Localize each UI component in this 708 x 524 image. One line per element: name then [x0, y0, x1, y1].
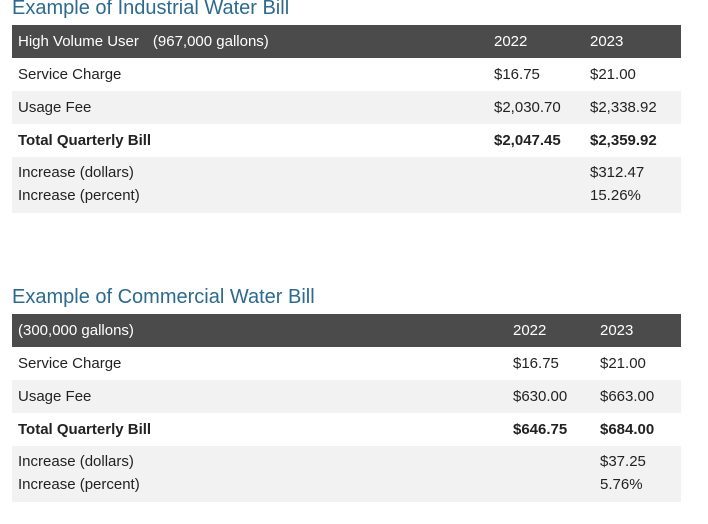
table-row: Service Charge $16.75 $21.00: [12, 58, 681, 91]
header-gallons: (967,000 gallons): [152, 33, 269, 50]
header-label: High Volume User (967,000 gallons): [18, 25, 269, 58]
value-2023: $663.00: [600, 388, 655, 405]
header-year-2023: 2023: [590, 33, 624, 50]
table-header-row: High Volume User (967,000 gallons) 2022 2…: [12, 25, 681, 58]
value-2022: $630.00: [513, 388, 568, 405]
header-gallons: (300,000 gallons): [18, 322, 134, 339]
increase-row: Increase (dollars) Increase (percent) $3…: [12, 157, 681, 213]
increase-values: $312.47 15.26%: [590, 162, 644, 207]
value-2023: $2,338.92: [590, 99, 657, 116]
header-year-2022: 2022: [513, 322, 547, 339]
increase-dollars-label: Increase (dollars): [18, 453, 134, 470]
increase-percent-value: 15.26%: [590, 186, 641, 204]
header-year-2022: 2022: [494, 33, 528, 50]
row-label: Total Quarterly Bill: [18, 421, 152, 438]
row-label: Usage Fee: [18, 388, 92, 405]
total-row: Total Quarterly Bill $2,047.45 $2,359.92: [12, 124, 681, 157]
increase-labels: Increase (dollars) Increase (percent): [18, 451, 140, 496]
value-2022: $2,047.45: [494, 132, 561, 149]
watermark-graphic: [646, 506, 704, 522]
value-2022: $646.75: [513, 421, 568, 438]
table-row: Usage Fee $2,030.70 $2,338.92: [12, 91, 681, 124]
increase-row: Increase (dollars) Increase (percent) $3…: [12, 446, 681, 502]
commercial-bill-table: (300,000 gallons) 2022 2023 Service Char…: [12, 314, 681, 502]
increase-percent-value: 5.76%: [600, 475, 643, 493]
increase-percent-label: Increase (percent): [18, 186, 140, 204]
value-2023: $21.00: [590, 66, 636, 83]
increase-values: $37.25 5.76%: [600, 451, 646, 496]
value-2023: $21.00: [600, 355, 646, 372]
row-label: Usage Fee: [18, 99, 92, 116]
value-2022: $2,030.70: [494, 99, 561, 116]
increase-labels: Increase (dollars) Increase (percent): [18, 162, 140, 207]
increase-percent-label: Increase (percent): [18, 475, 140, 493]
industrial-bill-table: High Volume User (967,000 gallons) 2022 2…: [12, 25, 681, 213]
table-row: Usage Fee $630.00 $663.00: [12, 380, 681, 413]
value-2022: $16.75: [513, 355, 559, 372]
header-user-type: High Volume User: [18, 33, 139, 50]
commercial-title: Example of Commercial Water Bill: [12, 286, 315, 308]
row-label: Service Charge: [18, 66, 122, 83]
total-row: Total Quarterly Bill $646.75 $684.00: [12, 413, 681, 446]
row-label: Total Quarterly Bill: [18, 132, 152, 149]
increase-dollars-value: $37.25: [600, 453, 646, 470]
value-2023: $2,359.92: [590, 132, 657, 149]
increase-dollars-value: $312.47: [590, 164, 645, 181]
increase-dollars-label: Increase (dollars): [18, 164, 134, 181]
value-2023: $684.00: [600, 421, 655, 438]
table-header-row: (300,000 gallons) 2022 2023: [12, 314, 681, 347]
header-year-2023: 2023: [600, 322, 634, 339]
row-label: Service Charge: [18, 355, 122, 372]
table-row: Service Charge $16.75 $21.00: [12, 347, 681, 380]
value-2022: $16.75: [494, 66, 540, 83]
industrial-title: Example of Industrial Water Bill: [12, 0, 290, 19]
